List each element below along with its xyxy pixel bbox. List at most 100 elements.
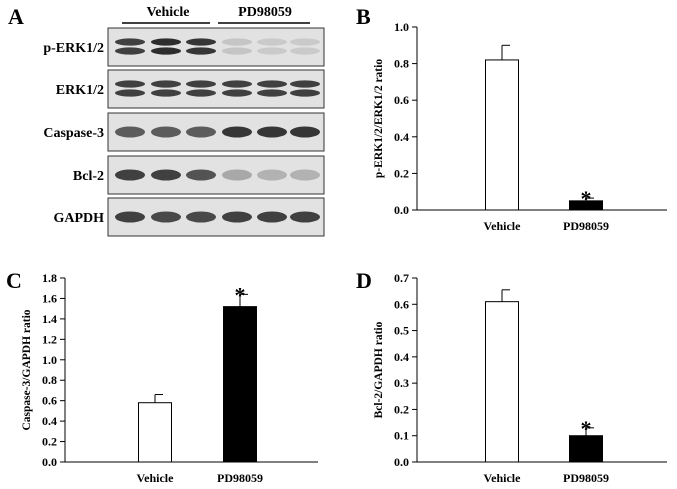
bar-vehicle [138, 402, 172, 463]
blot-band [186, 38, 216, 46]
blot-row: ERK1/2 [56, 69, 325, 109]
panel-a-western-blot: A Vehicle PD98059 p-ERK1/2 ERK1/2 Caspase-… [8, 4, 325, 237]
blot-band [151, 80, 181, 88]
category-label: Vehicle [484, 219, 522, 233]
y-tick-label: 0.6 [394, 93, 409, 107]
blot-band [151, 169, 181, 181]
blot-membrane [107, 27, 325, 67]
blot-row-label: GAPDH [53, 211, 104, 226]
category-label: PD98059 [563, 219, 609, 233]
y-tick-label: 1.4 [42, 312, 57, 326]
blot-rows: p-ERK1/2 ERK1/2 Caspase-3 Bcl-2 GAPDH [43, 27, 325, 237]
blot-band [222, 169, 252, 181]
y-axis-label: Caspase-3/GAPDH ratio [21, 309, 33, 430]
significance-marker: * [581, 416, 592, 441]
bar-pd98059 [223, 306, 257, 463]
blot-band [290, 80, 320, 88]
bar-vehicle [485, 59, 519, 211]
blot-band [290, 89, 320, 97]
y-tick-label: 0.0 [42, 455, 57, 469]
blot-band [290, 211, 320, 223]
y-tick-label: 0.3 [394, 376, 409, 390]
y-tick-label: 0.4 [394, 350, 409, 364]
group-label-vehicle: Vehicle [146, 5, 189, 20]
y-tick-label: 0.4 [42, 414, 57, 428]
blot-row-label: p-ERK1/2 [43, 41, 104, 56]
panel-letter-d: D [356, 268, 372, 293]
blot-band [257, 47, 287, 55]
blot-band [257, 80, 287, 88]
blot-band [115, 80, 145, 88]
category-label: PD98059 [217, 471, 263, 485]
y-tick-label: 0.6 [394, 297, 409, 311]
panel-letter-a: A [8, 4, 24, 29]
blot-band [151, 126, 181, 138]
y-tick-label: 0.7 [394, 271, 409, 285]
blot-row-label: Caspase-3 [43, 126, 104, 141]
blot-row: Caspase-3 [43, 112, 325, 152]
panel-c-chart: C 0.0 0.2 0.4 0.6 0.8 1.0 1.2 1.4 1.6 1.8 Caspase-… [6, 268, 318, 485]
y-axis-label: Bcl-2/GAPDH ratio [373, 321, 385, 418]
blot-band [290, 38, 320, 46]
y-tick-label: 0.6 [42, 394, 57, 408]
blot-row-label: ERK1/2 [56, 83, 104, 98]
y-tick-label: 1.8 [42, 271, 57, 285]
blot-band [115, 126, 145, 138]
y-tick-label: 0.2 [394, 402, 409, 416]
blot-band [257, 126, 287, 138]
blot-band [257, 211, 287, 223]
y-tick-label: 1.6 [42, 291, 57, 305]
blot-band [186, 80, 216, 88]
blot-row: p-ERK1/2 [43, 27, 325, 67]
y-tick-label: 0.1 [394, 429, 409, 443]
y-tick-label: 0.0 [394, 203, 409, 217]
y-tick-label: 0.2 [394, 166, 409, 180]
panel-d-chart: D 0.0 0.1 0.2 0.3 0.4 0.5 0.6 0.7 Bcl-2/GAPDH ra… [356, 268, 667, 485]
y-tick-label: 0.2 [42, 435, 57, 449]
blot-membrane [107, 69, 325, 109]
panel-b-chart: B 0.0 0.2 0.4 0.6 0.8 1.0 p-ERK1/2/ERK1/2 rati… [356, 4, 667, 233]
bar-pd98059 [569, 435, 603, 463]
y-tick-label: 0.8 [394, 57, 409, 71]
blot-band [115, 169, 145, 181]
category-label: Vehicle [484, 471, 522, 485]
blot-row-label: Bcl-2 [73, 169, 104, 184]
panel-letter-b: B [356, 4, 371, 29]
blot-band [290, 47, 320, 55]
blot-band [186, 169, 216, 181]
y-tick-label: 1.2 [42, 332, 57, 346]
blot-band [257, 89, 287, 97]
category-label: Vehicle [137, 471, 175, 485]
blot-band [151, 38, 181, 46]
y-tick-label: 1.0 [42, 353, 57, 367]
blot-row: Bcl-2 [73, 155, 325, 195]
blot-band [290, 126, 320, 138]
blot-band [151, 211, 181, 223]
significance-marker: * [235, 282, 246, 307]
y-axis-label: p-ERK1/2/ERK1/2 ratio [373, 59, 385, 178]
blot-band [115, 47, 145, 55]
blot-band [257, 38, 287, 46]
blot-band [186, 126, 216, 138]
y-tick-label: 0.8 [42, 373, 57, 387]
y-tick-label: 1.0 [394, 20, 409, 34]
blot-band [222, 126, 252, 138]
y-tick-label: 0.5 [394, 324, 409, 338]
blot-band [222, 80, 252, 88]
group-label-pd98059: PD98059 [238, 5, 292, 20]
blot-band [290, 169, 320, 181]
y-tick-label: 0.0 [394, 455, 409, 469]
blot-band [222, 211, 252, 223]
blot-band [151, 47, 181, 55]
blot-band [222, 47, 252, 55]
blot-band [222, 89, 252, 97]
category-label: PD98059 [563, 471, 609, 485]
blot-band [186, 47, 216, 55]
blot-band [115, 38, 145, 46]
blot-band [151, 89, 181, 97]
blot-row: GAPDH [53, 197, 325, 237]
blot-band [115, 89, 145, 97]
blot-band [186, 211, 216, 223]
significance-marker: * [581, 186, 592, 211]
